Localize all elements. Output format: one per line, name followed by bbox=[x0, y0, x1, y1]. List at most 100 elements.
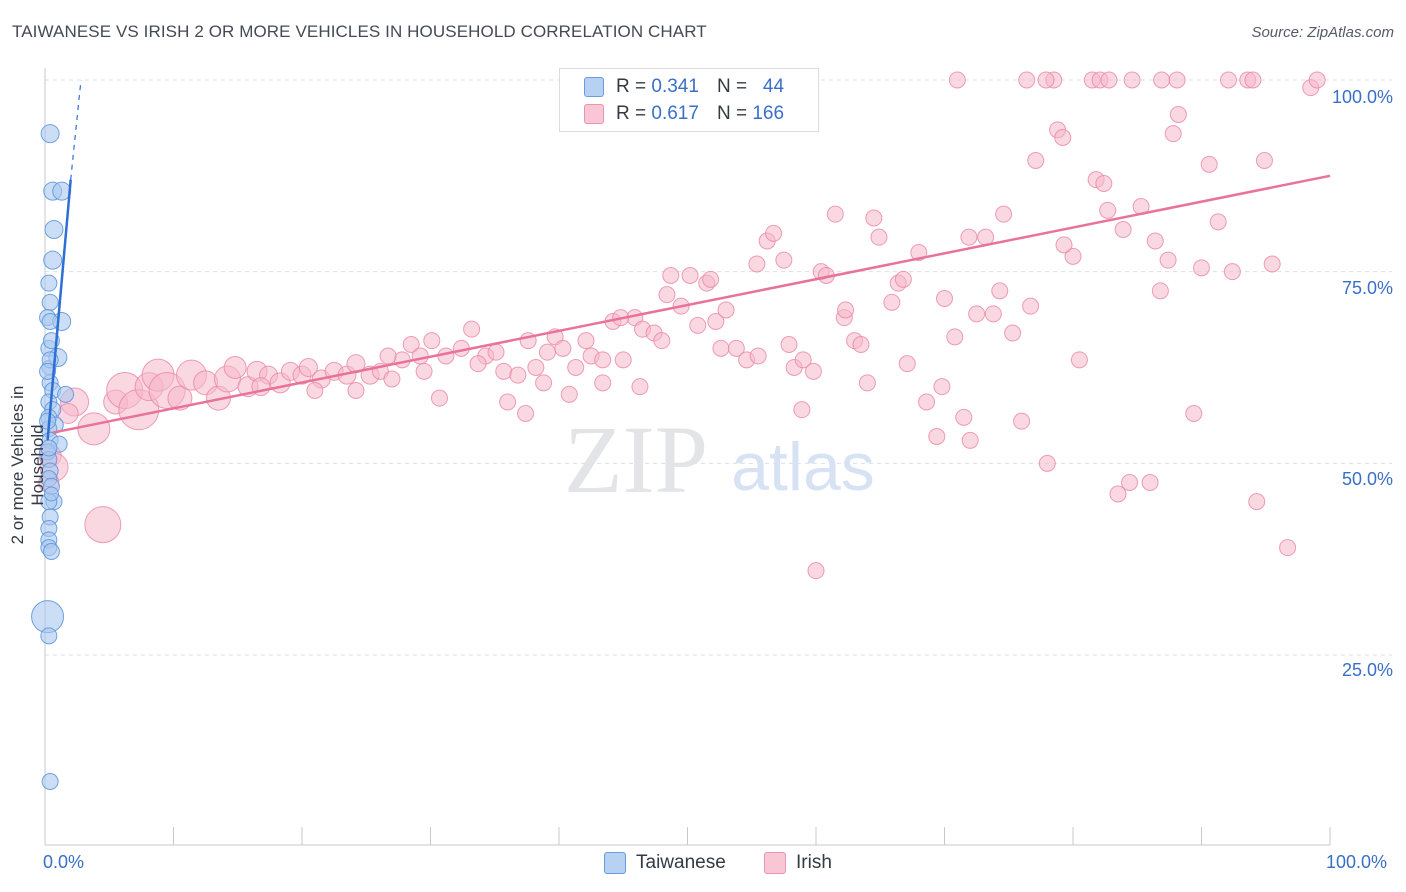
irish-point bbox=[1114, 221, 1132, 238]
irish-point bbox=[415, 362, 433, 380]
irish-point bbox=[567, 359, 585, 376]
legend-item-taiwanese[interactable]: Taiwanese bbox=[604, 852, 726, 874]
irish-point bbox=[1244, 71, 1262, 89]
taiwanese-swatch bbox=[584, 77, 604, 97]
irish-point bbox=[775, 251, 793, 269]
taiwanese-trend-line bbox=[46, 179, 72, 441]
taiwanese-point bbox=[40, 124, 60, 144]
irish-point bbox=[1095, 175, 1113, 192]
irish-point bbox=[463, 320, 481, 338]
irish-point bbox=[826, 205, 844, 223]
irish-point bbox=[411, 347, 429, 365]
irish-point bbox=[883, 293, 901, 311]
taiwanese-legend-label: Taiwanese bbox=[636, 852, 726, 873]
x-tick-label-0: 0.0% bbox=[43, 852, 85, 872]
taiwanese-point bbox=[41, 313, 59, 330]
irish-point bbox=[749, 347, 767, 365]
irish-point bbox=[1099, 201, 1117, 219]
irish-point bbox=[1018, 71, 1036, 89]
irish-trend-line bbox=[52, 174, 1331, 434]
irish-point bbox=[1255, 152, 1273, 169]
irish-point bbox=[1193, 259, 1210, 277]
irish-point bbox=[702, 270, 720, 288]
irish-point bbox=[527, 359, 545, 376]
irish-point bbox=[1248, 493, 1266, 511]
irish-point bbox=[306, 382, 324, 399]
irish-point bbox=[712, 339, 730, 357]
irish-point bbox=[1038, 454, 1056, 472]
irish-point bbox=[1153, 71, 1171, 89]
taiwanese-point bbox=[40, 627, 58, 645]
irish-point bbox=[995, 205, 1013, 223]
irish-point bbox=[298, 358, 318, 377]
irish-point bbox=[1151, 282, 1169, 300]
irish-point bbox=[614, 351, 632, 369]
irish-point bbox=[984, 305, 1002, 323]
irish-point bbox=[594, 374, 612, 392]
taiwanese-n-value: 44 bbox=[762, 76, 785, 97]
taiwanese-point bbox=[39, 362, 57, 380]
legend-row-taiwanese: R = 0.341 N = 44 bbox=[584, 75, 784, 99]
irish-point bbox=[658, 286, 676, 304]
irish-point bbox=[858, 374, 876, 392]
taiwanese-point bbox=[57, 385, 75, 403]
irish-point bbox=[1121, 474, 1139, 491]
irish-point bbox=[837, 301, 855, 319]
irish-point bbox=[77, 412, 111, 446]
legend-item-irish[interactable]: Irish bbox=[764, 852, 832, 874]
irish-point bbox=[894, 270, 912, 288]
grid-lines bbox=[45, 79, 1392, 656]
irish-legend-swatch bbox=[764, 852, 786, 874]
irish-point bbox=[960, 228, 978, 246]
irish-point bbox=[1219, 71, 1237, 89]
irish-point bbox=[968, 305, 986, 323]
series-legend: Taiwanese Irish bbox=[0, 852, 1406, 876]
irish-point bbox=[1022, 297, 1040, 315]
irish-r-label: R = bbox=[616, 103, 647, 124]
irish-n-value: 166 bbox=[752, 103, 785, 124]
irish-point bbox=[167, 385, 193, 411]
irish-point bbox=[852, 336, 870, 353]
irish-point bbox=[577, 332, 595, 350]
taiwanese-point bbox=[43, 250, 63, 270]
irish-point bbox=[517, 405, 535, 422]
irish-point bbox=[379, 347, 397, 365]
irish-point bbox=[870, 228, 888, 246]
irish-point bbox=[1054, 129, 1072, 146]
irish-point bbox=[1027, 152, 1045, 169]
irish-swatch bbox=[584, 104, 604, 124]
irish-point bbox=[961, 431, 979, 449]
irish-point bbox=[1169, 106, 1187, 123]
y-tick-label-75: 75.0% bbox=[1341, 278, 1393, 298]
irish-point bbox=[423, 332, 441, 350]
irish-point bbox=[653, 332, 671, 350]
y-axis-label: 2 or more Vehicles in Household bbox=[8, 385, 47, 545]
irish-point bbox=[946, 328, 964, 346]
irish-point bbox=[1308, 71, 1326, 89]
taiwanese-point bbox=[41, 773, 59, 790]
chart-title: TAIWANESE VS IRISH 2 OR MORE VEHICLES IN… bbox=[12, 22, 707, 41]
irish-point bbox=[765, 224, 783, 242]
irish-point bbox=[554, 339, 572, 357]
watermark-atlas: atlas bbox=[731, 429, 875, 505]
y-tick-label-25: 25.0% bbox=[1341, 660, 1393, 680]
irish-point bbox=[1123, 71, 1141, 89]
irish-n-label: N = bbox=[716, 103, 748, 124]
irish-point bbox=[707, 313, 725, 330]
irish-point bbox=[898, 355, 916, 373]
irish-point bbox=[499, 393, 517, 411]
taiwanese-r-value: 0.341 bbox=[651, 76, 699, 97]
irish-point bbox=[936, 290, 953, 307]
irish-point bbox=[717, 301, 735, 319]
irish-point bbox=[430, 389, 448, 407]
taiwanese-trend-extension bbox=[70, 79, 82, 180]
taiwanese-point bbox=[43, 486, 59, 502]
irish-point bbox=[1279, 539, 1297, 557]
taiwanese-r-label: R = bbox=[616, 76, 647, 97]
irish-r-value: 0.617 bbox=[651, 103, 699, 124]
irish-point bbox=[780, 336, 798, 353]
irish-point bbox=[991, 282, 1009, 300]
irish-point bbox=[1164, 125, 1182, 143]
irish-point bbox=[689, 316, 707, 334]
